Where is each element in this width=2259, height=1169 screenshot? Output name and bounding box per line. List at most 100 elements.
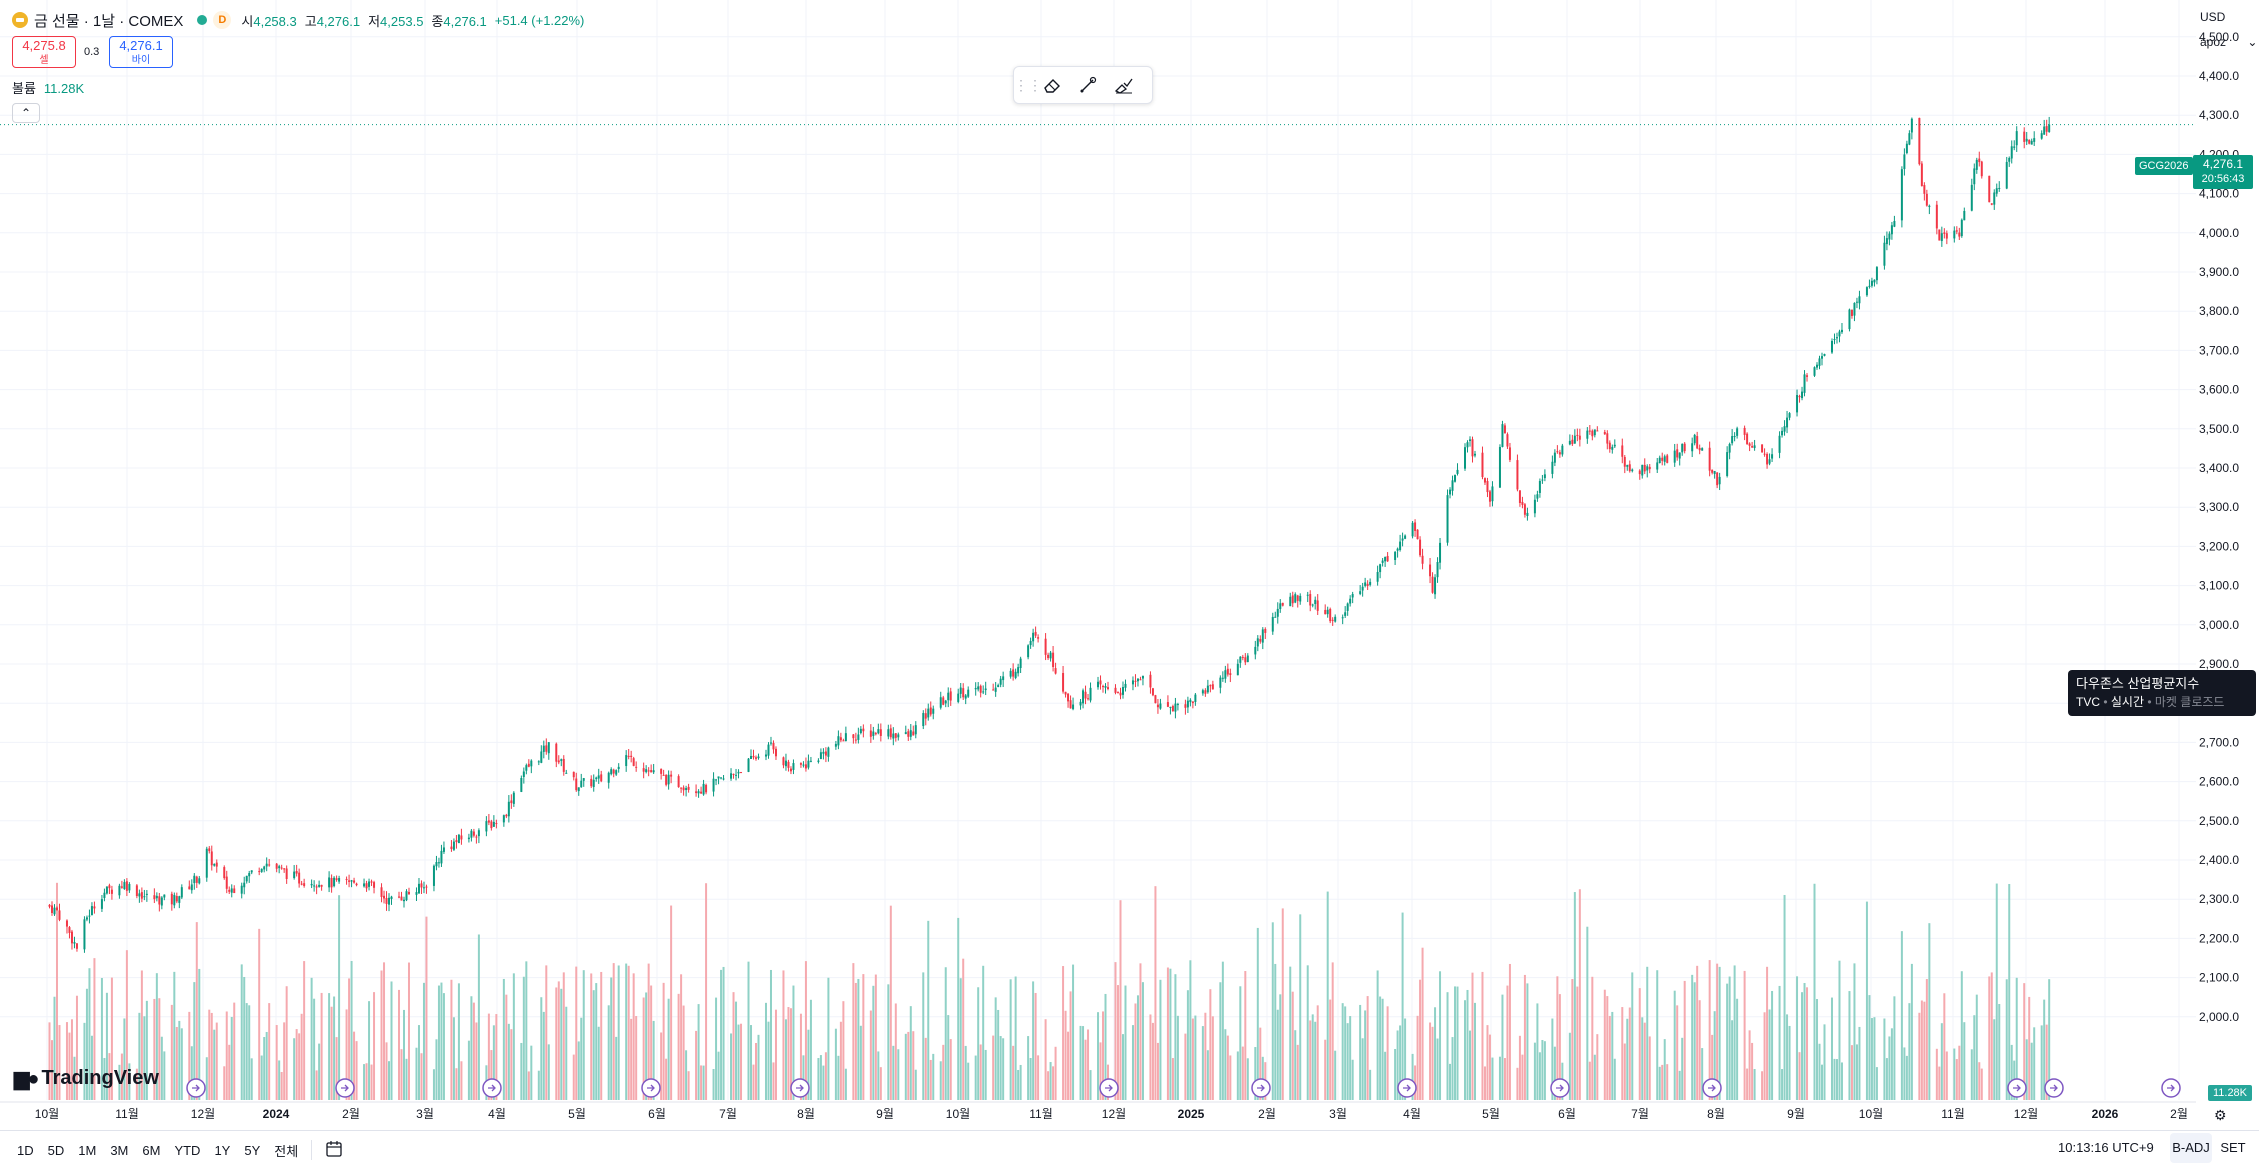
- sell-button[interactable]: 4,275.8 셀: [12, 36, 76, 68]
- eraser-icon[interactable]: [1034, 69, 1070, 101]
- calendar-icon[interactable]: [318, 1139, 350, 1162]
- gold-coin-icon: [12, 12, 28, 28]
- buy-button[interactable]: 4,276.1 바이: [109, 36, 173, 68]
- event-arrow-icon: [796, 1084, 804, 1092]
- collapse-legend-button[interactable]: ⌃: [12, 103, 40, 123]
- volume-bar: [1206, 1050, 1209, 1100]
- candle-body: [1865, 287, 1868, 296]
- volume-bar: [1893, 996, 1896, 1100]
- tradingview-logo[interactable]: ▆● TradingView: [14, 1066, 159, 1091]
- gear-icon[interactable]: ⚙: [2214, 1107, 2227, 1123]
- range-ytd[interactable]: YTD: [174, 1142, 201, 1158]
- range-3m[interactable]: 3M: [110, 1142, 129, 1158]
- volume-bar: [1254, 1047, 1257, 1100]
- volume-bar: [380, 970, 383, 1100]
- brush-icon[interactable]: [1070, 69, 1106, 101]
- volume-bar: [1306, 965, 1309, 1100]
- candle-body: [1361, 586, 1364, 591]
- range-1y[interactable]: 1Y: [214, 1142, 231, 1158]
- candle-body: [1434, 577, 1437, 595]
- tv-logo-icon: ▆●: [14, 1068, 40, 1090]
- volume-bar: [545, 965, 548, 1100]
- volume-bar: [298, 1033, 301, 1100]
- symbol-title[interactable]: 금 선물 · 1날 · COMEX: [34, 12, 184, 30]
- candle-body: [315, 886, 318, 888]
- candle-body: [1186, 700, 1189, 708]
- delayed-badge[interactable]: D: [213, 11, 232, 29]
- volume-bar: [1246, 1058, 1249, 1100]
- volume-bar: [1201, 1026, 1204, 1100]
- candle-body: [1890, 225, 1893, 235]
- highlighter-icon[interactable]: [1106, 69, 1142, 101]
- volume-bar: [887, 984, 890, 1100]
- candle-body: [1049, 652, 1052, 659]
- volume-bar: [1943, 993, 1946, 1100]
- volume-bar: [1191, 1018, 1194, 1100]
- volume-bar: [1166, 967, 1169, 1100]
- last-price-badge: 4,276.1 20:56:43: [2193, 155, 2253, 189]
- candle-body: [1945, 233, 1948, 239]
- volume-bar: [520, 1042, 523, 1100]
- candle-body: [904, 732, 907, 735]
- range-5y[interactable]: 5Y: [244, 1142, 261, 1158]
- candle-body: [1032, 632, 1035, 642]
- candle-body: [1666, 455, 1669, 463]
- price-tick-label: 3,500.0: [2199, 422, 2239, 436]
- candle-body: [1201, 690, 1204, 694]
- volume-bar: [1052, 1066, 1055, 1100]
- volume-bar: [1236, 1051, 1239, 1100]
- volume-bar: [897, 1049, 900, 1100]
- candle-body: [1399, 541, 1402, 550]
- range-1m[interactable]: 1M: [78, 1142, 97, 1158]
- range-all[interactable]: 전체: [274, 1143, 299, 1159]
- candle-body: [1037, 637, 1040, 639]
- candlestick-chart[interactable]: 2,000.0 2,100.0 2,200.0 2,300.0 2,400.0 2,500…: [0, 0, 2259, 1130]
- candle-body: [740, 772, 743, 774]
- clock-timezone[interactable]: 10:13:16 UTC+9: [2058, 1140, 2154, 1155]
- volume-bar: [1855, 1044, 1858, 1100]
- candle-body: [1329, 608, 1332, 622]
- scale-select[interactable]: apoz ⌄: [2200, 35, 2257, 49]
- candle-body: [660, 768, 663, 774]
- currency-select[interactable]: USD: [2200, 10, 2226, 24]
- price-tick-label: 3,000.0: [2199, 618, 2239, 632]
- volume-bar: [178, 1020, 181, 1100]
- range-1d[interactable]: 1D: [17, 1142, 34, 1158]
- candle-body: [1938, 229, 1941, 241]
- volume-legend: 볼륨 11.28K: [12, 78, 84, 97]
- volume-bar: [879, 1067, 882, 1100]
- set-button[interactable]: SET: [2220, 1140, 2246, 1155]
- b-adj-button[interactable]: B-ADJ: [2170, 1133, 2212, 1163]
- range-6m[interactable]: 6M: [142, 1142, 161, 1158]
- candle-body: [2028, 139, 2031, 144]
- volume-bar: [827, 977, 830, 1100]
- volume-bar: [542, 1011, 545, 1100]
- range-5d[interactable]: 5D: [47, 1142, 65, 1158]
- grip-icon[interactable]: ⋮⋮: [1014, 76, 1042, 93]
- volume-bar: [1816, 999, 1819, 1100]
- candle-body: [1259, 638, 1262, 642]
- volume-bar: [872, 985, 875, 1100]
- candle-body: [537, 761, 540, 763]
- volume-bar: [1396, 1030, 1399, 1100]
- volume-bar: [635, 1016, 638, 1100]
- volume-bar: [1239, 986, 1242, 1100]
- volume-bar: [1890, 1028, 1893, 1100]
- volume-bar: [595, 983, 598, 1100]
- candle-body: [440, 850, 443, 864]
- price-tick-label: 4,000.0: [2199, 226, 2239, 240]
- volume-bar: [320, 992, 323, 1100]
- volume-bar: [625, 963, 628, 1100]
- volume-bar: [283, 1022, 286, 1100]
- candle-body: [300, 883, 303, 885]
- volume-bar: [702, 1065, 705, 1100]
- volume-bar: [1663, 1039, 1666, 1100]
- volume-bar: [53, 996, 56, 1100]
- volume-bar: [857, 978, 860, 1100]
- candle-body: [1116, 691, 1119, 693]
- volume-bar: [1219, 982, 1222, 1100]
- volume-bar: [600, 971, 603, 1100]
- volume-bar: [737, 1024, 740, 1100]
- volume-bar: [1761, 1071, 1764, 1100]
- volume-bar: [1516, 1067, 1519, 1100]
